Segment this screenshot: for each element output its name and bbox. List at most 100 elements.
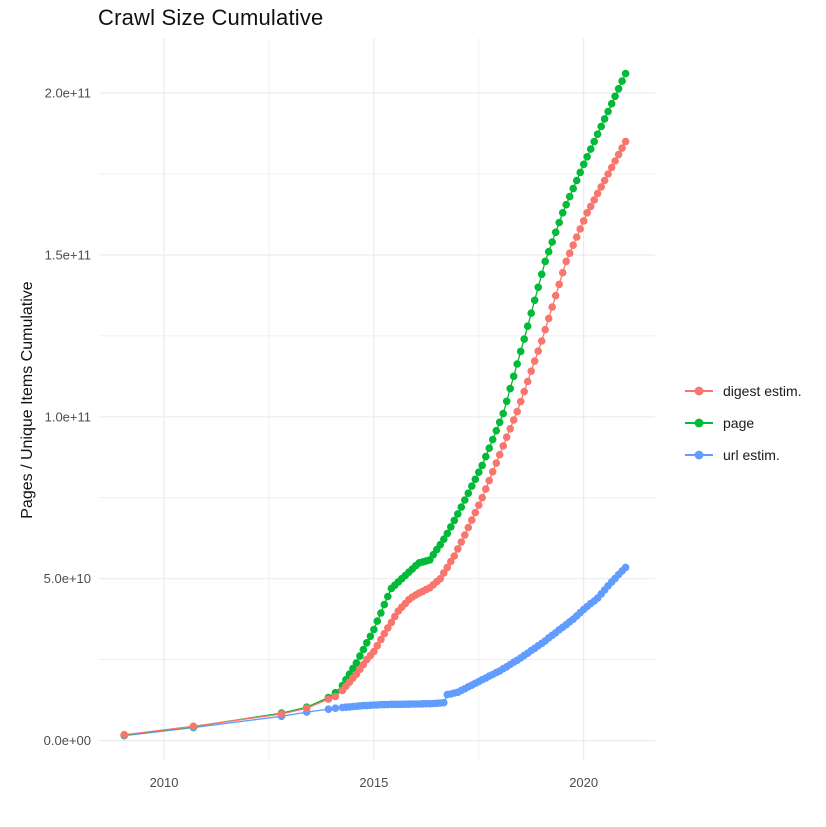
data-point-page — [468, 482, 476, 490]
data-point-digest-estim — [506, 425, 514, 433]
data-point-page — [450, 516, 459, 525]
data-point-page — [370, 625, 378, 634]
legend-item-digest-estim: digest estim. — [684, 375, 802, 407]
data-point-digest-estim — [499, 442, 508, 450]
data-point-digest-estim — [454, 545, 462, 553]
data-point-digest-estim — [471, 508, 480, 517]
data-point-page — [447, 523, 455, 531]
data-point-page — [597, 122, 605, 131]
data-point-page — [454, 510, 462, 518]
gridlines — [99, 38, 655, 760]
data-point-page — [475, 468, 483, 477]
data-point-page — [569, 184, 577, 193]
data-point-digest-estim — [586, 202, 595, 211]
y-tick-label: 1.0e+11 — [45, 409, 91, 424]
data-point-digest-estim — [457, 538, 466, 546]
data-point-page — [516, 347, 525, 356]
y-tick-label: 5.0e+10 — [44, 571, 91, 586]
data-point-page — [488, 435, 497, 444]
data-point-digest-estim — [604, 170, 612, 178]
data-point-page — [513, 360, 521, 368]
data-point-page — [548, 238, 556, 246]
y-tick-label: 2.0e+11 — [45, 86, 91, 101]
data-point-page — [541, 257, 549, 266]
data-point-page — [534, 283, 542, 292]
data-point-digest-estim — [495, 450, 504, 459]
data-point-page — [384, 592, 392, 601]
data-point-digest-estim — [618, 144, 626, 152]
data-point-digest-estim — [614, 150, 623, 159]
data-point-page — [614, 85, 623, 93]
y-tick-label: 0.0e+00 — [44, 733, 91, 748]
data-point-digest-estim — [576, 225, 584, 233]
x-tick-label: 2015 — [359, 775, 388, 790]
data-point-digest-estim — [370, 647, 378, 656]
data-point-page — [579, 160, 588, 169]
data-point-page — [471, 475, 480, 484]
data-point-url-estim — [621, 563, 630, 572]
data-point-page — [349, 664, 357, 673]
data-point-page — [600, 115, 609, 123]
data-point-digest-estim — [600, 176, 609, 185]
data-point-page — [537, 270, 546, 279]
digest-estim-key-icon — [685, 386, 713, 396]
data-point-digest-estim — [475, 501, 483, 510]
legend-label: digest estim. — [723, 383, 802, 399]
data-point-page — [492, 426, 501, 435]
data-point-page — [380, 600, 389, 609]
data-point-digest-estim — [380, 629, 389, 638]
data-point-page — [356, 652, 364, 660]
data-point-page — [523, 322, 532, 331]
data-point-digest-estim — [331, 692, 340, 701]
x-tick-label: 2010 — [150, 775, 179, 790]
data-point-digest-estim — [530, 357, 539, 365]
data-point-page — [621, 69, 630, 78]
data-point-digest-estim — [572, 233, 581, 241]
legend-label: page — [723, 415, 755, 431]
data-point-digest-estim — [509, 416, 518, 424]
data-point-page — [618, 77, 626, 85]
series-url-estim — [120, 563, 630, 740]
data-point-digest-estim — [537, 337, 546, 345]
data-point-digest-estim — [120, 730, 128, 739]
legend: digest estim. page url estim. — [684, 375, 802, 471]
data-point-digest-estim — [541, 325, 549, 334]
data-point-digest-estim — [189, 722, 198, 731]
data-point-page — [544, 247, 553, 256]
axis-tick-labels: 2010 2015 2020 0.0e+00 5.0e+10 1.0e+11 1.5e+11… — [44, 86, 598, 790]
series-digest-estim — [120, 137, 630, 739]
data-point-page — [373, 617, 382, 625]
data-point-digest-estim — [534, 347, 542, 355]
data-point-digest-estim — [621, 137, 630, 146]
legend-key-dot — [694, 450, 704, 460]
data-point-page — [576, 168, 584, 177]
data-point-digest-estim — [593, 189, 602, 198]
data-point-page — [495, 418, 504, 427]
data-point-digest-estim — [461, 531, 469, 539]
data-point-digest-estim — [502, 433, 511, 442]
data-point-digest-estim — [562, 257, 570, 266]
data-point-digest-estim — [443, 563, 452, 572]
data-point-digest-estim — [324, 695, 333, 703]
data-point-digest-estim — [391, 612, 399, 621]
data-point-digest-estim — [387, 618, 396, 627]
series-line-page — [124, 73, 627, 736]
page-key-icon — [685, 418, 713, 428]
data-point-page — [366, 632, 375, 641]
data-point-page — [611, 92, 619, 101]
url-estim-key-icon — [685, 450, 713, 460]
data-point-page — [506, 384, 514, 393]
data-point-page — [509, 372, 518, 381]
data-point-url-estim — [331, 704, 340, 712]
data-point-digest-estim — [513, 407, 521, 416]
data-point-page — [482, 452, 490, 461]
data-point-page — [586, 145, 595, 153]
data-point-digest-estim — [377, 635, 385, 644]
legend-key-dot — [694, 386, 704, 396]
data-point-page — [572, 176, 581, 185]
data-point-digest-estim — [548, 303, 556, 311]
data-point-digest-estim — [516, 397, 525, 406]
data-point-digest-estim — [569, 241, 577, 249]
